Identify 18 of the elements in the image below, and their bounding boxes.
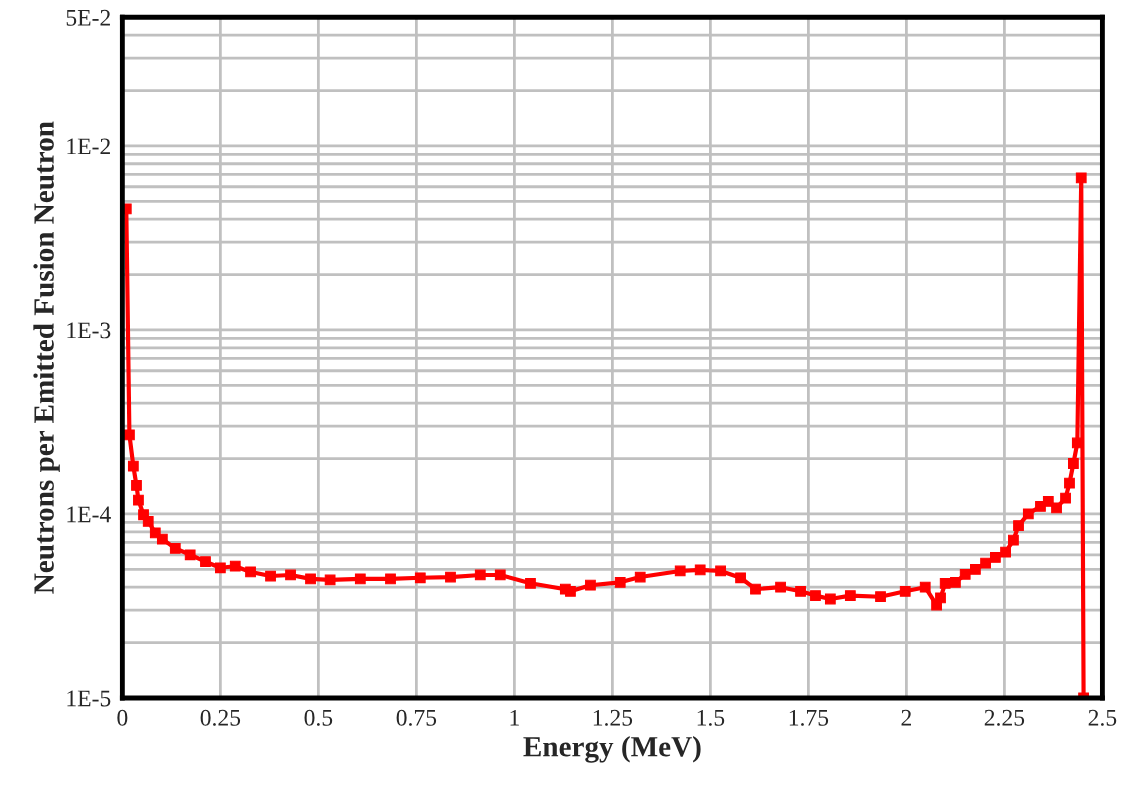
x-tick-label: 0.75 <box>396 709 437 726</box>
y-tick-label: 1E-3 <box>67 322 111 339</box>
x-tick-label: 1 <box>510 709 519 726</box>
y-tick-label: 1E-4 <box>67 506 111 523</box>
x-tick-label: 0.25 <box>200 709 241 726</box>
x-tick-label: 1.5 <box>697 709 725 726</box>
y-tick-label: 5E-2 <box>66 9 110 26</box>
y-axis-title: Neutrons per Emitted Fusion Neutron <box>33 121 60 594</box>
x-tick-label: 1.25 <box>593 709 633 726</box>
x-tick-label: 2 <box>901 709 911 726</box>
x-tick-label: 0.5 <box>304 709 333 726</box>
x-tick-label: 1.75 <box>789 709 829 726</box>
x-tick-label: 2.25 <box>984 709 1025 726</box>
y-tick-label: 1E-5 <box>67 690 111 707</box>
y-tick-label: 1E-2 <box>67 138 110 155</box>
x-axis-title: Energy (MeV) <box>523 736 701 763</box>
x-tick-label: 2.5 <box>1088 709 1117 726</box>
x-tick-label: 0 <box>117 709 128 726</box>
